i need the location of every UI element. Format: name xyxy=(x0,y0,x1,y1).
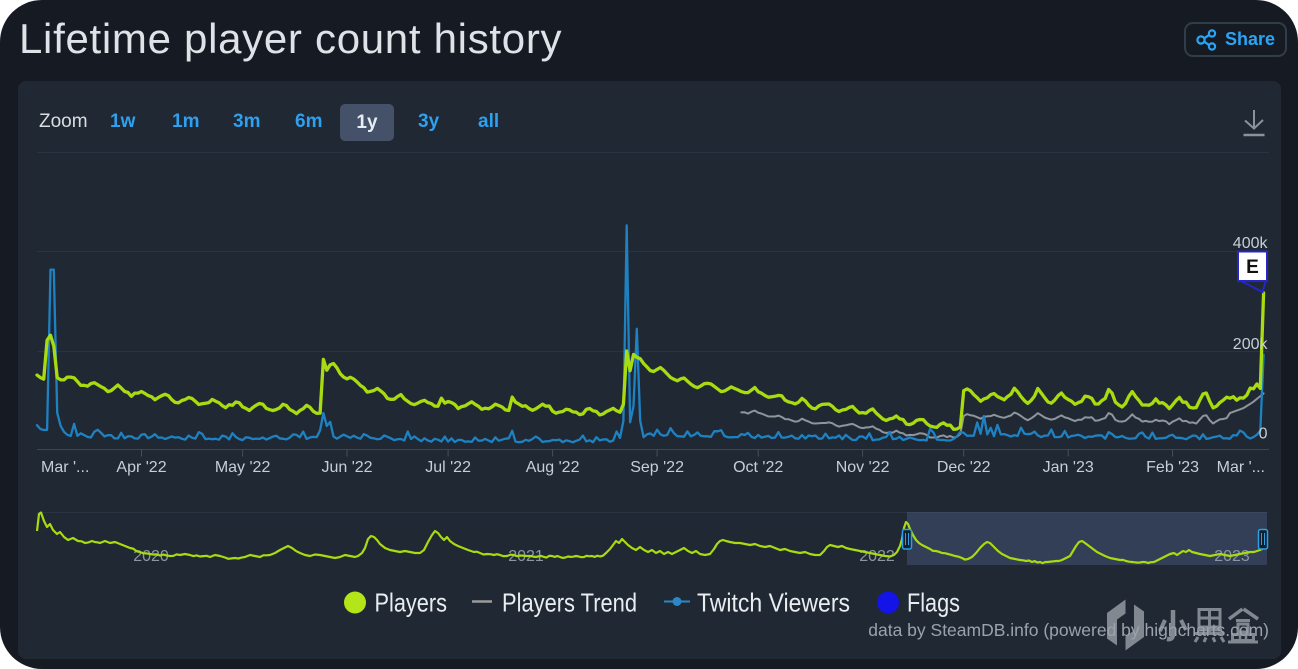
svg-text:Jan '23: Jan '23 xyxy=(1043,459,1094,476)
svg-text:200k: 200k xyxy=(1233,336,1269,353)
svg-text:Aug '22: Aug '22 xyxy=(526,459,580,476)
svg-text:Jul '22: Jul '22 xyxy=(425,459,471,476)
svg-text:Mar '...: Mar '... xyxy=(41,459,89,476)
svg-text:Flags: Flags xyxy=(907,588,960,618)
svg-text:Sep '22: Sep '22 xyxy=(630,459,684,476)
svg-text:Mar '...: Mar '... xyxy=(1217,459,1265,476)
svg-text:Oct '22: Oct '22 xyxy=(733,459,783,476)
svg-text:Twitch Viewers: Twitch Viewers xyxy=(697,588,850,618)
svg-text:Apr '22: Apr '22 xyxy=(116,459,166,476)
svg-text:0: 0 xyxy=(1259,426,1268,443)
svg-text:Feb '23: Feb '23 xyxy=(1146,459,1199,476)
svg-text:Players Trend: Players Trend xyxy=(502,588,637,618)
svg-text:Players: Players xyxy=(375,588,448,618)
svg-text:May '22: May '22 xyxy=(215,459,271,476)
svg-text:Jun '22: Jun '22 xyxy=(321,459,372,476)
svg-text:2020: 2020 xyxy=(133,548,169,565)
svg-text:400k: 400k xyxy=(1233,235,1269,252)
svg-text:Nov '22: Nov '22 xyxy=(836,459,890,476)
svg-text:Dec '22: Dec '22 xyxy=(937,459,991,476)
svg-text:E: E xyxy=(1246,257,1259,278)
svg-text:data by SteamDB.info (powered: data by SteamDB.info (powered by highcha… xyxy=(868,620,1269,640)
